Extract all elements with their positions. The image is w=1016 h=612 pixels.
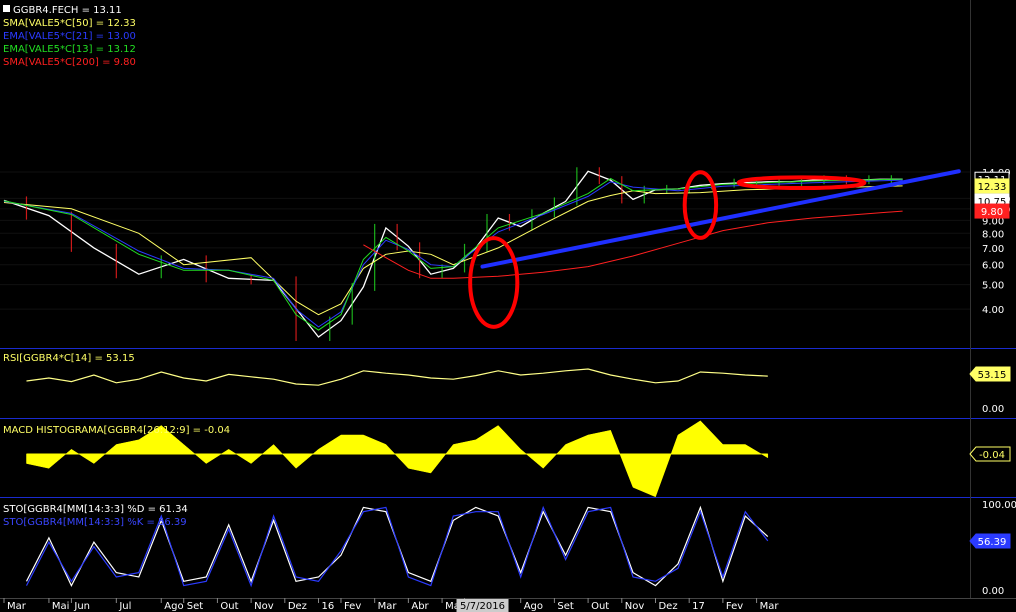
price-badge-1: 12.33 xyxy=(978,182,1007,193)
price-legend-3: EMA[VALE5*C[13] = 13.12 xyxy=(3,44,136,55)
x-tick-label-16: Set xyxy=(557,601,574,612)
price-badge-bg-3 xyxy=(974,203,1010,219)
price-badge-2: 10.75 xyxy=(978,197,1007,208)
x-tick-label-11: Mar xyxy=(378,601,398,612)
x-tick-label-0: Mar xyxy=(7,601,27,612)
y-axis: 14.0011.0010.009.008.007.006.005.004.001… xyxy=(969,168,1016,597)
price-tick-label-8: 4.00 xyxy=(982,305,1004,316)
rsi-tick-label-0: 0.00 xyxy=(982,404,1004,415)
price-tick-label-6: 6.00 xyxy=(982,261,1004,272)
x-tick-label-15: Ago xyxy=(524,601,543,612)
highlight-circle-3 xyxy=(736,175,867,191)
x-tick-label-10: Fev xyxy=(344,601,361,612)
price-badge-bg-1 xyxy=(974,178,1010,194)
x-tick-label-18: Nov xyxy=(625,601,645,612)
highlight-circle-2 xyxy=(682,170,719,240)
sto-legend-0: STO[GGBR4[MM[14:3:3] %D = 61.34 xyxy=(3,504,188,515)
x-tick-label-3: Jul xyxy=(118,601,131,612)
x-axis: Mar Mai Jun Jul Ago Set Out Nov Dez 16 Fev Mar Abr Ma… xyxy=(0,598,1016,612)
sto-badge-0: 56.39 xyxy=(978,537,1007,548)
x-tick-label-19: Dez xyxy=(658,601,677,612)
x-tick-label-2: Jun xyxy=(73,601,90,612)
price-legend-marker xyxy=(3,5,10,12)
price-tick-label-4: 8.00 xyxy=(982,229,1004,240)
annotation-layer xyxy=(468,169,961,329)
price-tick-label-7: 5.00 xyxy=(982,281,1004,292)
macd-legend-0: MACD HISTOGRAMA[GGBR4[26:12:9] = -0.04 xyxy=(3,425,230,436)
x-tick-label-22: Mar xyxy=(760,601,780,612)
panel-dividers xyxy=(0,0,1016,598)
rsi-panel xyxy=(26,368,768,386)
price-legend-4: SMA[VALE5*C[200] = 9.80 xyxy=(3,57,136,68)
price-series-sma-vale5-c-50 xyxy=(3,185,903,316)
x-tick-label-8: Dez xyxy=(288,601,307,612)
x-tick-label-13: Mai xyxy=(445,601,463,612)
rsi-series-rsi-ggbr4-c-14 xyxy=(26,368,768,386)
price-panel xyxy=(3,167,903,341)
legend-layer: GGBR4.FECH = 13.11 SMA[VALE5*C[50] = 12.3… xyxy=(3,5,230,528)
sto-tick-label-0: 100.00 xyxy=(982,500,1016,511)
rsi-badge-bg-0 xyxy=(969,366,1011,382)
x-tick-label-5: Set xyxy=(187,601,204,612)
price-series-ema-vale5-c-13 xyxy=(3,177,903,331)
macd-badge-bg-0 xyxy=(969,446,1011,462)
price-legend-0: GGBR4.FECH = 13.11 xyxy=(13,5,122,16)
highlight-circle-1 xyxy=(468,236,520,329)
x-tick-label-17: Out xyxy=(591,601,609,612)
sto-tick-label-1: 0.00 xyxy=(982,586,1004,597)
macd-histogram-area xyxy=(26,420,769,498)
sto-legend-1: STO[GGBR4[MM[14:3:3] %K = 56.39 xyxy=(3,517,187,528)
price-series-sma-vale5-c-200 xyxy=(363,210,903,279)
x-tick-label-12: Abr xyxy=(411,601,429,612)
x-cursor-date: 5/7/2016 xyxy=(460,601,505,612)
x-tick-label-1: Mai xyxy=(52,601,70,612)
x-tick-label-20: 17 xyxy=(692,601,705,612)
rsi-badge-0: 53.15 xyxy=(978,370,1007,381)
x-tick-label-6: Out xyxy=(220,601,238,612)
x-tick-label-7: Nov xyxy=(254,601,274,612)
macd-badge-0: -0.04 xyxy=(979,450,1005,461)
x-tick-label-4: Ago xyxy=(164,601,183,612)
trendline xyxy=(480,169,961,269)
stochastic-panel xyxy=(25,505,769,588)
sto-series-k xyxy=(25,505,769,588)
price-badge-3: 9.80 xyxy=(981,207,1003,218)
macd-panel xyxy=(26,420,769,498)
x-tick-label-21: Fev xyxy=(726,601,743,612)
price-tick-label-3: 9.00 xyxy=(982,216,1004,227)
x-cursor-date-bg xyxy=(456,599,509,612)
rsi-legend-0: RSI[GGBR4*C[14] = 53.15 xyxy=(3,353,135,364)
price-legend-1: SMA[VALE5*C[50] = 12.33 xyxy=(3,18,136,29)
price-tick-label-5: 7.00 xyxy=(982,244,1004,255)
price-series-ema-vale5-c-21 xyxy=(3,179,903,328)
x-tick-label-9: 16 xyxy=(322,601,335,612)
sto-badge-bg-0 xyxy=(969,533,1011,549)
price-legend-2: EMA[VALE5*C[21] = 13.00 xyxy=(3,31,136,42)
